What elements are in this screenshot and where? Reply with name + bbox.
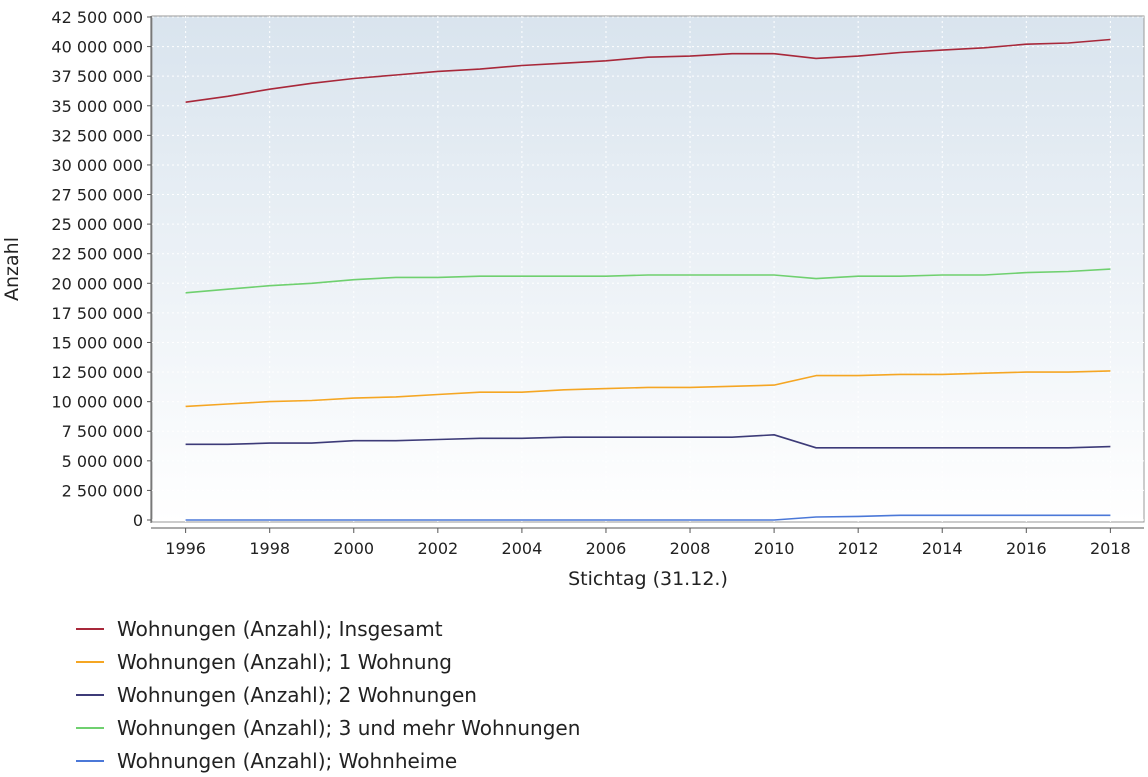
y-tick-label: 32 500 000 <box>51 126 143 145</box>
x-tick-label: 2000 <box>333 539 374 558</box>
legend-label: Wohnungen (Anzahl); Insgesamt <box>117 616 443 641</box>
series-line <box>185 370 1111 408</box>
x-tick-label: 2006 <box>586 539 627 558</box>
x-tick-label: 1998 <box>249 539 290 558</box>
y-tick-label: 2 500 000 <box>62 481 143 500</box>
y-tick-label: 40 000 000 <box>51 38 143 57</box>
x-tick-label: 2016 <box>1006 539 1047 558</box>
y-tick-label: 42 500 000 <box>51 8 143 27</box>
y-tick-label: 0 <box>133 511 143 530</box>
x-axis-title: Stichtag (31.12.) <box>568 568 728 590</box>
x-tick-label: 2010 <box>754 539 795 558</box>
legend-item: Wohnungen (Anzahl); Wohnheime <box>76 744 580 777</box>
y-tick-label: 30 000 000 <box>51 156 143 175</box>
y-tick-label: 12 500 000 <box>51 363 143 382</box>
x-tick-label: 2018 <box>1090 539 1131 558</box>
grid-lines <box>152 16 1144 522</box>
legend-label: Wohnungen (Anzahl); 1 Wohnung <box>117 649 452 674</box>
legend-swatch <box>76 726 104 729</box>
legend-swatch <box>76 660 104 663</box>
x-tick-label: 2008 <box>670 539 711 558</box>
y-tick-label: 27 500 000 <box>51 186 143 205</box>
x-tick-label: 2002 <box>417 539 458 558</box>
legend-swatch <box>76 627 104 630</box>
y-tick-label: 25 000 000 <box>51 215 143 234</box>
legend-label: Wohnungen (Anzahl); Wohnheime <box>117 748 458 773</box>
line-chart: 0 2 500 000 5 000 000 7 500 000 10 000 000 12… <box>1 8 1145 590</box>
x-tick-label: 2012 <box>838 539 879 558</box>
y-tick-label: 10 000 000 <box>51 393 143 412</box>
series-line <box>185 268 1111 294</box>
x-tick-label: 2014 <box>922 539 963 558</box>
legend-item: Wohnungen (Anzahl); 3 und mehr Wohnungen <box>76 711 580 744</box>
y-tick-label: 15 000 000 <box>51 333 143 352</box>
x-tick-label: 1996 <box>165 539 206 558</box>
y-tick-label: 22 500 000 <box>51 245 143 264</box>
series-line <box>185 514 1111 521</box>
plot-area <box>151 15 1145 523</box>
legend-label: Wohnungen (Anzahl); 2 Wohnungen <box>117 682 477 707</box>
y-axis: 0 2 500 000 5 000 000 7 500 000 10 000 000 12… <box>51 8 152 530</box>
legend-swatch <box>76 759 104 762</box>
y-tick-label: 35 000 000 <box>51 97 143 116</box>
y-axis-title: Anzahl <box>1 237 23 301</box>
x-tick-label: 2004 <box>502 539 543 558</box>
y-tick-label: 5 000 000 <box>62 452 143 471</box>
x-axis: 1996 1998 2000 2002 2004 2006 2008 2010 2012 2014… <box>151 527 1144 558</box>
y-tick-label: 37 500 000 <box>51 67 143 86</box>
series-line <box>185 433 1111 449</box>
y-tick-label: 7 500 000 <box>62 422 143 441</box>
legend-item: Wohnungen (Anzahl); 1 Wohnung <box>76 645 580 678</box>
legend-swatch <box>76 693 104 696</box>
legend: Wohnungen (Anzahl); Insgesamt Wohnungen (… <box>76 612 580 777</box>
y-tick-label: 17 500 000 <box>51 304 143 323</box>
legend-item: Wohnungen (Anzahl); 2 Wohnungen <box>76 678 580 711</box>
series-lines <box>185 38 1111 521</box>
y-tick-label: 20 000 000 <box>51 274 143 293</box>
legend-item: Wohnungen (Anzahl); Insgesamt <box>76 612 580 645</box>
legend-label: Wohnungen (Anzahl); 3 und mehr Wohnungen <box>117 715 581 740</box>
series-line <box>185 38 1111 103</box>
